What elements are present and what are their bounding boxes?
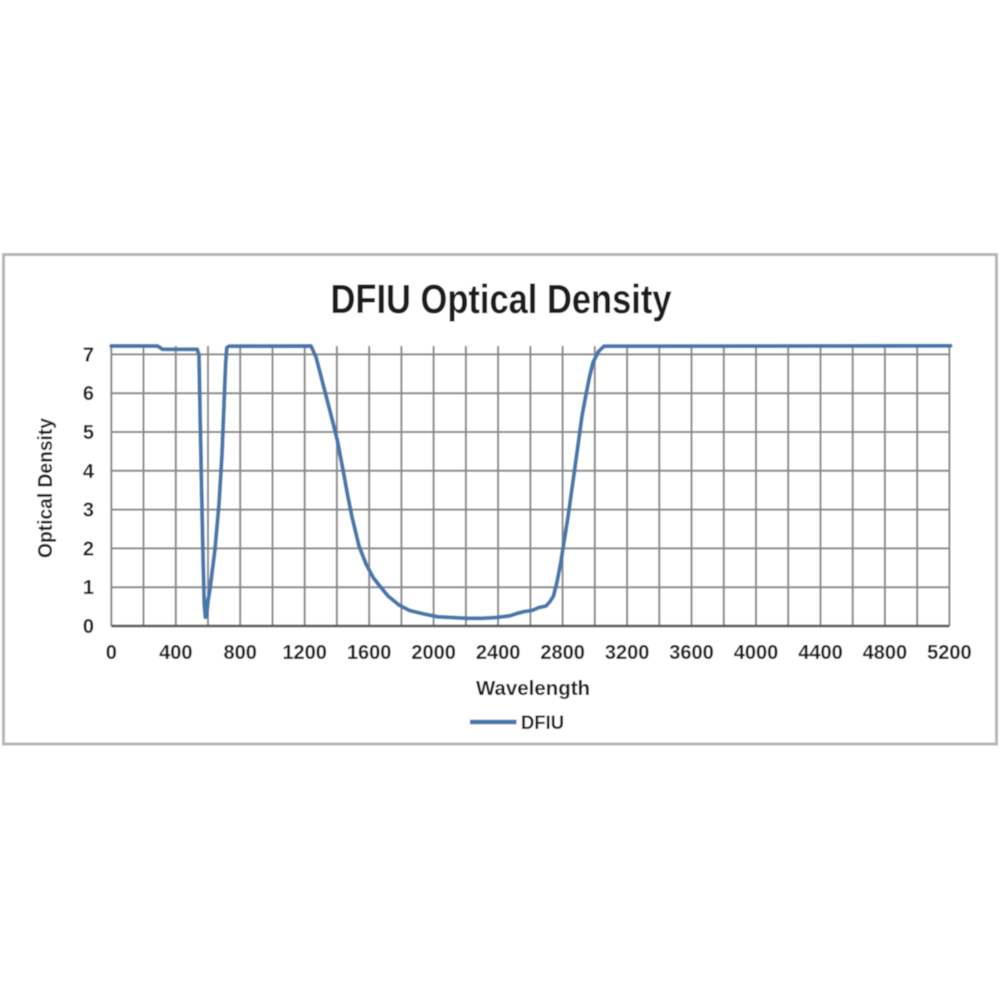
svg-text:5200: 5200 [927,642,972,664]
svg-text:3600: 3600 [669,642,714,664]
svg-text:DFIU: DFIU [521,713,564,734]
svg-text:2400: 2400 [476,642,521,664]
svg-text:3: 3 [83,500,94,522]
svg-text:3200: 3200 [605,642,650,664]
svg-text:7: 7 [83,344,94,366]
svg-text:4800: 4800 [863,642,908,664]
svg-text:1600: 1600 [347,642,392,664]
svg-text:4: 4 [83,461,95,483]
svg-text:0: 0 [106,642,117,664]
svg-text:800: 800 [224,642,257,664]
svg-text:5: 5 [83,422,94,444]
svg-text:4400: 4400 [798,642,843,664]
svg-text:2000: 2000 [411,642,456,664]
svg-text:Wavelength: Wavelength [476,678,590,700]
svg-text:Optical Density: Optical Density [35,417,57,558]
svg-text:DFIU Optical Density: DFIU Optical Density [331,276,672,322]
svg-text:1200: 1200 [282,642,327,664]
svg-text:1: 1 [83,577,94,599]
svg-text:0: 0 [83,616,94,638]
svg-text:2: 2 [83,538,94,560]
svg-text:400: 400 [159,642,192,664]
svg-text:2800: 2800 [540,642,585,664]
svg-text:6: 6 [83,383,94,405]
svg-text:4000: 4000 [734,642,779,664]
